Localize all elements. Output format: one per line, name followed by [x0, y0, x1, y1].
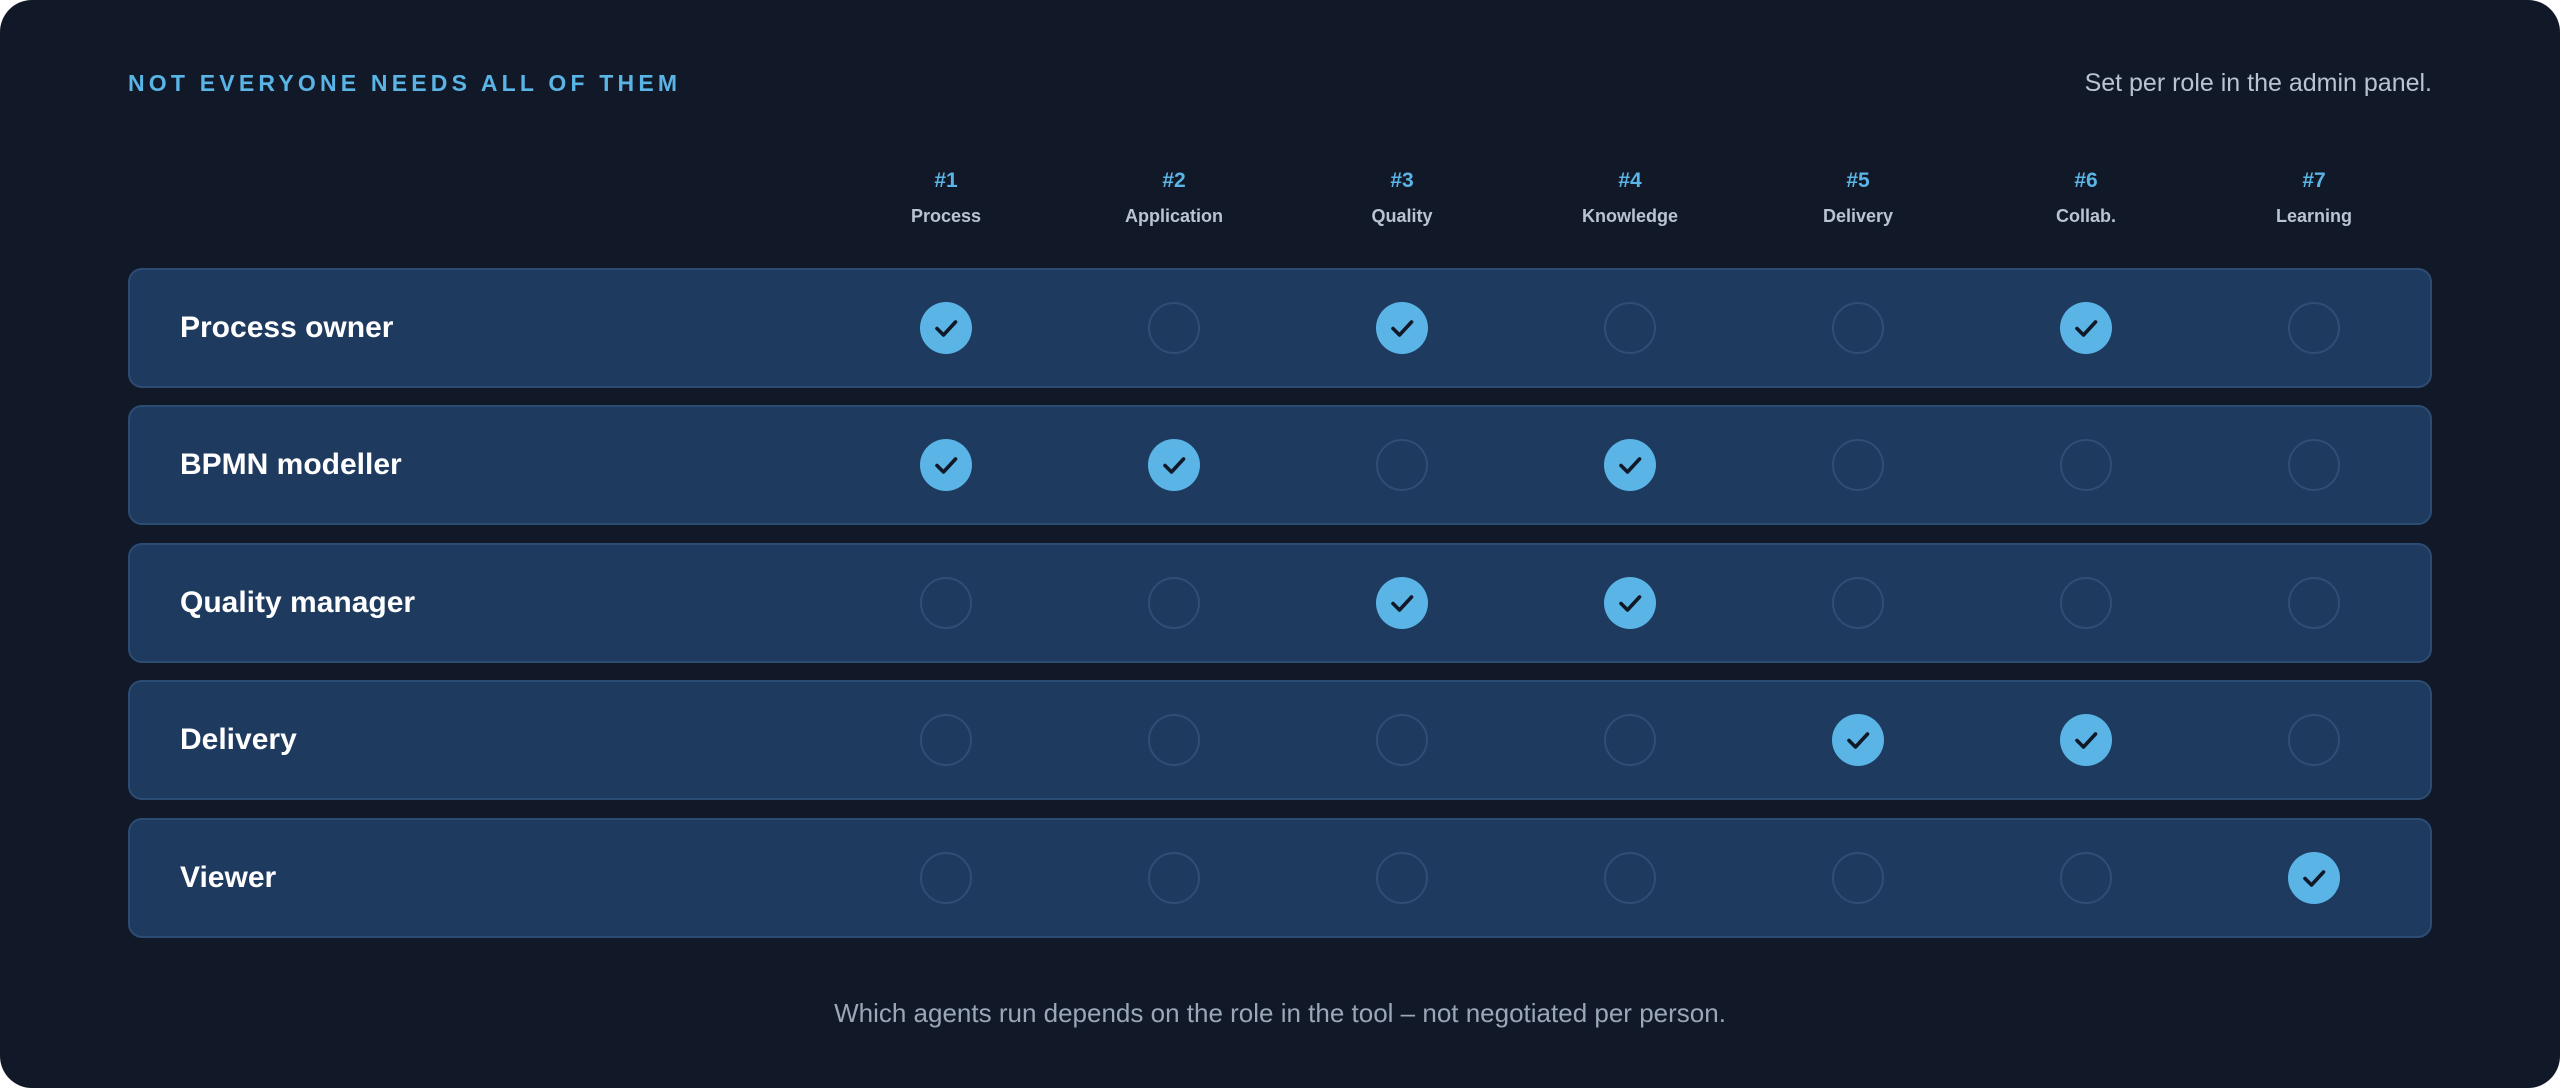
empty-circle-icon[interactable] — [2288, 439, 2340, 491]
empty-circle-icon[interactable] — [1832, 577, 1884, 629]
empty-circle-icon[interactable] — [2060, 577, 2112, 629]
check-icon[interactable] — [2060, 302, 2112, 354]
empty-circle-icon[interactable] — [1832, 439, 1884, 491]
check-icon[interactable] — [2060, 714, 2112, 766]
empty-circle-icon[interactable] — [920, 852, 972, 904]
admin-note: Set per role in the admin panel. — [2084, 69, 2432, 97]
empty-circle-icon[interactable] — [1376, 439, 1428, 491]
empty-circle-icon[interactable] — [920, 577, 972, 629]
check-icon[interactable] — [1376, 302, 1428, 354]
check-icon[interactable] — [920, 302, 972, 354]
column-label: Learning — [2275, 206, 2352, 226]
column-number: #4 — [1618, 169, 1642, 192]
empty-circle-icon[interactable] — [1148, 852, 1200, 904]
checkmark-icon — [2303, 870, 2326, 887]
empty-circle-icon[interactable] — [1604, 852, 1656, 904]
empty-circle-icon[interactable] — [1376, 852, 1428, 904]
column-number: #6 — [2074, 169, 2098, 192]
empty-circle-icon[interactable] — [2060, 852, 2112, 904]
role-label: Viewer — [180, 861, 277, 894]
role-row: Quality manager — [128, 543, 2432, 663]
column-number: #3 — [1390, 169, 1414, 192]
empty-circle-icon[interactable] — [2288, 577, 2340, 629]
role-label: Delivery — [180, 723, 297, 756]
column-header-2: #2 Application — [1060, 168, 1288, 229]
checkmark-icon — [2075, 320, 2098, 337]
checkmark-icon — [935, 320, 958, 337]
column-header-3: #3 Quality — [1288, 168, 1516, 229]
empty-circle-icon[interactable] — [1832, 302, 1884, 354]
check-icon[interactable] — [1832, 714, 1884, 766]
check-icon[interactable] — [1604, 439, 1656, 491]
column-label: Application — [1125, 206, 1223, 226]
column-number: #5 — [1846, 169, 1870, 192]
empty-circle-icon[interactable] — [2288, 302, 2340, 354]
check-icon[interactable] — [1148, 439, 1200, 491]
column-header-7: #7 Learning — [2200, 168, 2428, 229]
checkmark-icon — [1619, 595, 1642, 612]
checkmark-icon — [1163, 457, 1186, 474]
role-row: Process owner — [128, 268, 2432, 388]
check-icon[interactable] — [2288, 852, 2340, 904]
check-icon[interactable] — [1604, 577, 1656, 629]
column-label: Delivery — [1822, 206, 1894, 226]
check-icon[interactable] — [1376, 577, 1428, 629]
empty-circle-icon[interactable] — [1148, 714, 1200, 766]
column-header-5: #5 Delivery — [1744, 168, 1972, 229]
checkmark-icon — [935, 457, 958, 474]
column-header-4: #4 Knowledge — [1516, 168, 1744, 229]
role-label: Quality manager — [180, 586, 416, 619]
column-number: #2 — [1162, 169, 1186, 192]
checkmark-icon — [1391, 320, 1414, 337]
checkmark-icon — [1847, 732, 1870, 749]
checkmark-icon — [1619, 457, 1642, 474]
empty-circle-icon[interactable] — [1832, 852, 1884, 904]
column-label: Quality — [1371, 206, 1433, 226]
empty-circle-icon[interactable] — [1376, 714, 1428, 766]
empty-circle-icon[interactable] — [2288, 714, 2340, 766]
check-icon[interactable] — [920, 439, 972, 491]
column-header-1: #1 Process — [832, 168, 1060, 229]
empty-circle-icon[interactable] — [1148, 577, 1200, 629]
column-label: Knowledge — [1581, 206, 1678, 226]
checkmark-icon — [2075, 732, 2098, 749]
role-row: BPMN modeller — [128, 405, 2432, 525]
role-label: Process owner — [180, 311, 394, 344]
empty-circle-icon[interactable] — [1604, 302, 1656, 354]
column-header-6: #6 Collab. — [1972, 168, 2200, 229]
empty-circle-icon[interactable] — [2060, 439, 2112, 491]
checkmark-icon — [1391, 595, 1414, 612]
footer-note: Which agents run depends on the role in … — [834, 998, 1726, 1028]
section-heading: NOT EVERYONE NEEDS ALL OF THEM — [128, 70, 682, 96]
role-row: Viewer — [128, 818, 2432, 938]
empty-circle-icon[interactable] — [1148, 302, 1200, 354]
column-label: Collab. — [2055, 206, 2116, 226]
empty-circle-icon[interactable] — [1604, 714, 1656, 766]
column-number: #1 — [934, 169, 958, 192]
role-row: Delivery — [128, 680, 2432, 800]
role-label: BPMN modeller — [180, 448, 402, 481]
column-label: Process — [910, 206, 982, 226]
column-number: #7 — [2302, 169, 2326, 192]
empty-circle-icon[interactable] — [920, 714, 972, 766]
